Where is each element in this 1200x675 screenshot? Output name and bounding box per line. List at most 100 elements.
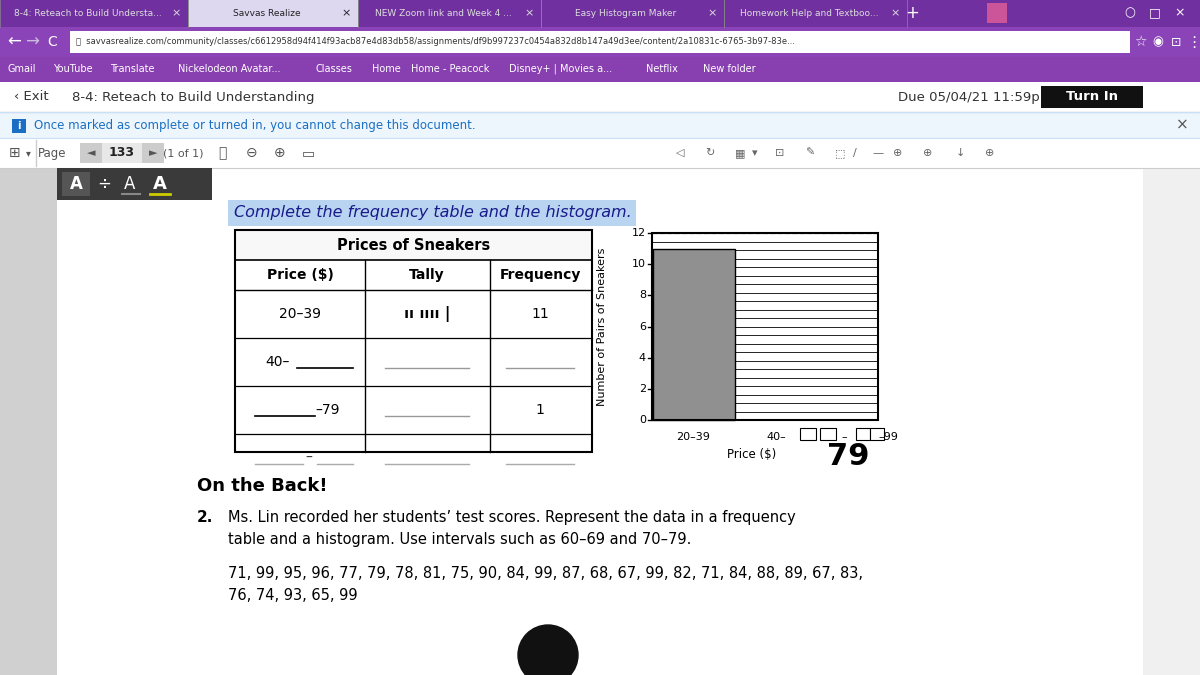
Text: ✋: ✋ bbox=[218, 146, 226, 160]
Text: Price ($): Price ($) bbox=[266, 268, 334, 282]
Bar bbox=[58, 168, 1142, 675]
Text: Number of Pairs of Sneakers: Number of Pairs of Sneakers bbox=[598, 247, 607, 406]
Text: ⊡: ⊡ bbox=[775, 148, 785, 158]
Text: 133: 133 bbox=[109, 146, 134, 159]
Circle shape bbox=[518, 625, 578, 675]
Text: ‹ Exit: ‹ Exit bbox=[14, 90, 49, 103]
Text: ▾: ▾ bbox=[25, 148, 30, 158]
Text: ◁: ◁ bbox=[676, 148, 684, 158]
Text: ×: × bbox=[1175, 7, 1186, 20]
Text: A: A bbox=[70, 175, 83, 193]
Text: Prices of Sneakers: Prices of Sneakers bbox=[337, 238, 490, 252]
Bar bbox=[235, 230, 592, 452]
Text: –: – bbox=[841, 432, 847, 442]
Bar bbox=[0, 82, 1200, 112]
Text: ►: ► bbox=[149, 148, 157, 158]
Text: ×: × bbox=[890, 8, 900, 18]
Text: i: i bbox=[17, 121, 20, 131]
Text: ⬚: ⬚ bbox=[835, 148, 845, 158]
Text: ▾: ▾ bbox=[752, 148, 758, 158]
Text: ×: × bbox=[524, 8, 534, 18]
Text: Tally: Tally bbox=[409, 268, 445, 282]
Text: 20–39: 20–39 bbox=[278, 307, 322, 321]
Bar bbox=[652, 233, 878, 420]
Bar bbox=[70, 31, 1130, 53]
Bar bbox=[0, 0, 1200, 27]
Text: 2: 2 bbox=[638, 384, 646, 394]
Bar bbox=[188, 0, 358, 27]
Text: (1 of 1): (1 of 1) bbox=[163, 148, 203, 158]
Text: NEW Zoom link and Week 4 ...: NEW Zoom link and Week 4 ... bbox=[374, 9, 511, 18]
Text: ⊡: ⊡ bbox=[1171, 36, 1181, 49]
Text: 0: 0 bbox=[640, 415, 646, 425]
Text: Gmail: Gmail bbox=[8, 64, 36, 74]
Bar bbox=[820, 428, 836, 440]
Bar bbox=[102, 143, 142, 163]
Text: Disney+ | Movies a...: Disney+ | Movies a... bbox=[509, 63, 612, 74]
Text: Page: Page bbox=[37, 146, 66, 159]
Text: ⊕: ⊕ bbox=[985, 148, 995, 158]
Text: Turn In: Turn In bbox=[1066, 90, 1118, 103]
Text: ✎: ✎ bbox=[805, 148, 815, 158]
Text: 40–: 40– bbox=[265, 355, 289, 369]
Text: –99: –99 bbox=[878, 432, 898, 442]
Text: ×: × bbox=[172, 8, 181, 18]
Text: 1: 1 bbox=[535, 403, 545, 417]
Text: ⋮: ⋮ bbox=[1187, 34, 1200, 49]
Bar bbox=[0, 27, 1200, 57]
Text: 79: 79 bbox=[827, 442, 870, 471]
Bar bbox=[12, 119, 26, 133]
Text: ×: × bbox=[341, 8, 350, 18]
Text: ⊕: ⊕ bbox=[923, 148, 932, 158]
Text: Classes: Classes bbox=[316, 64, 353, 74]
Text: 11: 11 bbox=[532, 307, 548, 321]
Bar bbox=[986, 3, 1007, 23]
Bar bbox=[870, 428, 884, 440]
Text: C: C bbox=[47, 35, 56, 49]
Text: ⊖: ⊖ bbox=[246, 146, 258, 160]
Text: On the Back!: On the Back! bbox=[197, 477, 328, 495]
Text: ×: × bbox=[707, 8, 716, 18]
Bar bbox=[0, 0, 188, 27]
Text: Nickelodeon Avatar...: Nickelodeon Avatar... bbox=[178, 64, 281, 74]
Text: ◉: ◉ bbox=[1152, 36, 1164, 49]
Text: Ms. Lin recorded her students’ test scores. Represent the data in a frequency: Ms. Lin recorded her students’ test scor… bbox=[228, 510, 796, 525]
Text: 71, 99, 95, 96, 77, 79, 78, 81, 75, 90, 84, 99, 87, 68, 67, 99, 82, 71, 84, 88, : 71, 99, 95, 96, 77, 79, 78, 81, 75, 90, … bbox=[228, 566, 863, 581]
Text: 20–39: 20–39 bbox=[676, 432, 710, 442]
Text: 10: 10 bbox=[632, 259, 646, 269]
Text: □: □ bbox=[1150, 7, 1160, 20]
Text: ☆: ☆ bbox=[1134, 35, 1146, 49]
Text: Home: Home bbox=[372, 64, 401, 74]
Text: →: → bbox=[25, 33, 38, 51]
Text: YouTube: YouTube bbox=[53, 64, 92, 74]
Bar bbox=[358, 0, 541, 27]
Text: New folder: New folder bbox=[703, 64, 756, 74]
Bar bbox=[0, 138, 1200, 168]
Text: –79: –79 bbox=[314, 403, 340, 417]
Text: ▦: ▦ bbox=[734, 148, 745, 158]
Bar bbox=[235, 230, 592, 260]
Bar bbox=[653, 248, 734, 420]
Text: ↓: ↓ bbox=[955, 148, 965, 158]
Text: װ װװ |: װ װװ | bbox=[403, 306, 450, 322]
Text: ×: × bbox=[1176, 117, 1188, 132]
Text: 12: 12 bbox=[632, 228, 646, 238]
Text: Due 05/04/21 11:59pm: Due 05/04/21 11:59pm bbox=[898, 90, 1052, 103]
Text: 40–: 40– bbox=[766, 432, 786, 442]
Bar bbox=[800, 428, 816, 440]
Text: ⊞: ⊞ bbox=[10, 146, 20, 160]
Text: Homework Help and Textboo...: Homework Help and Textboo... bbox=[739, 9, 878, 18]
Text: table and a histogram. Use intervals such as 60–69 and 70–79.: table and a histogram. Use intervals suc… bbox=[228, 532, 691, 547]
Text: 76, 74, 93, 65, 99: 76, 74, 93, 65, 99 bbox=[228, 588, 358, 603]
Text: Translate: Translate bbox=[109, 64, 154, 74]
Text: 2.: 2. bbox=[197, 510, 214, 525]
Text: 4: 4 bbox=[638, 352, 646, 362]
Text: Frequency: Frequency bbox=[499, 268, 581, 282]
Text: Home - Peacock: Home - Peacock bbox=[412, 64, 490, 74]
Bar bbox=[0, 112, 1200, 138]
Text: ◄: ◄ bbox=[86, 148, 95, 158]
Bar bbox=[142, 143, 164, 163]
Text: 8-4: Reteach to Build Understanding: 8-4: Reteach to Build Understanding bbox=[72, 90, 314, 103]
Bar bbox=[856, 428, 870, 440]
Bar bbox=[0, 57, 1200, 82]
